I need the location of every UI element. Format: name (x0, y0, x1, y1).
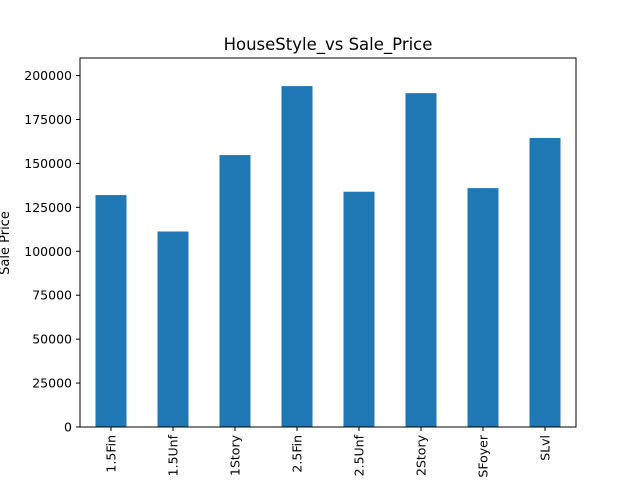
y-tick-label: 25000 (32, 376, 72, 391)
y-axis-label: Sale Price (0, 211, 13, 275)
bars-group (95, 86, 561, 428)
y-tick-label: 50000 (32, 332, 72, 347)
y-tick-label: 100000 (24, 244, 72, 259)
bar-2Story (405, 93, 437, 428)
bar-SFoyer (467, 188, 499, 427)
y-tick-label: 75000 (32, 288, 72, 303)
x-tick-label: 2.5Unf (352, 434, 367, 476)
bar-1.5Fin (95, 195, 127, 427)
x-tick-label: SFoyer (476, 434, 491, 477)
x-tick-label: 1Story (228, 434, 243, 476)
x-axis-ticks: 1.5Fin 1.5Unf 1Story 2.5Fin 2.5Unf 2Story SFoy… (104, 427, 553, 478)
chart-title: HouseStyle_vs Sale_Price (224, 35, 433, 55)
x-tick-label: 2Story (414, 434, 429, 476)
plot-frame (79, 57, 577, 428)
bar-SLvl (529, 137, 561, 427)
bar-1.5Unf (157, 231, 189, 427)
bar-2.5Fin (281, 86, 313, 427)
y-tick-label: 200000 (24, 68, 72, 83)
bar-1Story (219, 155, 251, 427)
bar-2.5Unf (343, 191, 375, 427)
y-axis-ticks: 0 25000 50000 75000 100000 125000 150000 175000… (24, 68, 80, 435)
y-tick-label: 175000 (24, 112, 72, 127)
x-tick-label: 2.5Fin (290, 435, 305, 473)
y-tick-label: 125000 (24, 200, 72, 215)
y-tick-label: 150000 (24, 156, 72, 171)
x-tick-label: SLvl (538, 435, 553, 461)
y-tick-label: 0 (64, 420, 72, 435)
x-tick-label: 1.5Fin (104, 435, 119, 473)
x-tick-label: 1.5Unf (166, 434, 181, 476)
